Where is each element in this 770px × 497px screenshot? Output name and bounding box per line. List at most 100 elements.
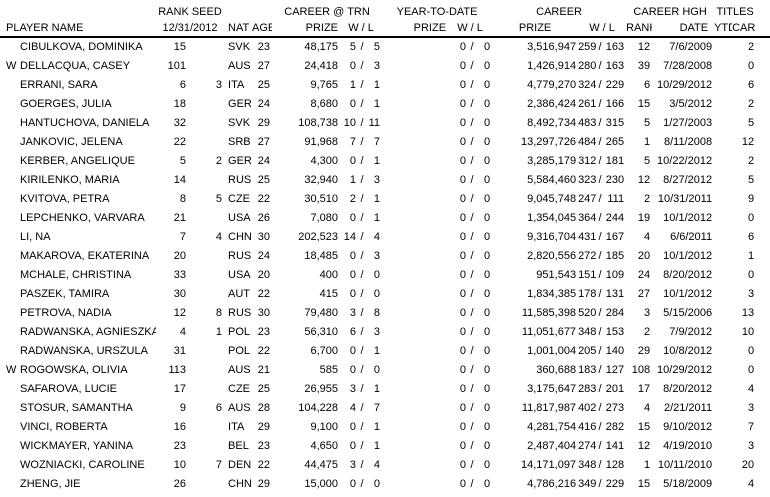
player-row[interactable]: MCHALE, CHRISTINA 33 USA 20 400 0 / 0 0 … bbox=[0, 265, 770, 284]
player-row[interactable]: CIBULKOVA, DOMINIKA 15 SVK 23 48,175 5 /… bbox=[0, 37, 770, 56]
player-name-cell: WOZNIACKI, CAROLINE bbox=[20, 458, 145, 471]
trn-prize-cell: 32,940 bbox=[304, 173, 339, 186]
trn-wl-separator: / bbox=[360, 363, 364, 376]
titles-ytd-cell bbox=[714, 474, 732, 493]
player-row[interactable]: WICKMAYER, YANINA 23 BEL 23 4,650 0 / 1 … bbox=[0, 436, 770, 455]
ytd-wins-cell: 0 bbox=[459, 230, 467, 243]
player-stats-table: RANK SEED CAREER @ TRN YEAR-TO-DATE CARE… bbox=[0, 3, 770, 493]
rank-cell: 26 bbox=[173, 477, 186, 490]
career-losses-cell: 185 bbox=[605, 249, 625, 262]
rank-cell: 30 bbox=[173, 287, 186, 300]
titles-career-cell: 3 bbox=[747, 439, 755, 452]
titles-career-cell: 12 bbox=[741, 135, 755, 148]
player-row[interactable]: MAKAROVA, EKATERINA 20 RUS 24 18,485 0 /… bbox=[0, 246, 770, 265]
ytd-wl-separator: / bbox=[470, 230, 474, 243]
trn-wl-separator: / bbox=[360, 344, 364, 357]
col-group-titles: TITLES bbox=[716, 5, 754, 18]
trn-losses-cell: 1 bbox=[373, 97, 381, 110]
career-wins-cell: 364 bbox=[578, 211, 597, 224]
player-row[interactable]: RADWANSKA, URSZULA 31 POL 22 6,700 0 / 1… bbox=[0, 341, 770, 360]
career-high-date-cell: 8/20/2012 bbox=[663, 268, 713, 281]
trn-prize-cell: 585 bbox=[319, 363, 339, 376]
ytd-wins-cell: 0 bbox=[459, 59, 467, 72]
career-losses-cell: 111 bbox=[607, 192, 625, 205]
nationality-cell: GER bbox=[228, 97, 252, 110]
player-row[interactable]: KVITOVA, PETRA 8 5 CZE 22 30,510 2 / 1 0… bbox=[0, 189, 770, 208]
wildcard-flag bbox=[0, 265, 20, 284]
trn-wl-separator: / bbox=[360, 420, 364, 433]
career-prize-cell: 2,820,556 bbox=[527, 249, 577, 262]
player-name-cell: LEPCHENKO, VARVARA bbox=[20, 211, 145, 224]
player-row[interactable]: KERBER, ANGELIQUE 5 2 GER 24 4,300 0 / 1… bbox=[0, 151, 770, 170]
nationality-cell: USA bbox=[228, 211, 251, 224]
wildcard-flag bbox=[0, 208, 20, 227]
ytd-wins-cell: 0 bbox=[459, 344, 467, 357]
career-high-rank-cell: 17 bbox=[637, 382, 651, 395]
career-wins-cell: 324 bbox=[578, 78, 597, 91]
spacer bbox=[756, 3, 770, 20]
nationality-cell: AUS bbox=[228, 363, 251, 376]
player-row[interactable]: W ROGOWSKA, OLIVIA 113 AUS 21 585 0 / 0 … bbox=[0, 360, 770, 379]
player-row[interactable]: HANTUCHOVA, DANIELA 32 SVK 29 108,738 10… bbox=[0, 113, 770, 132]
career-high-rank-cell: 4 bbox=[643, 401, 651, 414]
ytd-prize-cell bbox=[382, 360, 448, 379]
player-row[interactable]: LI, NA 7 4 CHN 30 202,523 14 / 4 0 / 0 9… bbox=[0, 227, 770, 246]
player-row[interactable]: KIRILENKO, MARIA 14 RUS 25 32,940 1 / 3 … bbox=[0, 170, 770, 189]
career-high-rank-cell: 1 bbox=[643, 135, 651, 148]
career-wl-separator: / bbox=[598, 116, 602, 129]
titles-ytd-cell bbox=[714, 37, 732, 56]
ytd-wl-separator: / bbox=[470, 287, 474, 300]
career-wl-separator: / bbox=[598, 344, 602, 357]
player-row[interactable]: JANKOVIC, JELENA 22 SRB 27 91,968 7 / 7 … bbox=[0, 132, 770, 151]
ytd-losses-cell: 0 bbox=[483, 306, 491, 319]
ytd-wins-cell: 0 bbox=[459, 211, 467, 224]
player-name-cell: DELLACQUA, CASEY bbox=[20, 59, 131, 72]
trn-wl-separator: / bbox=[360, 192, 364, 205]
career-prize-cell: 14,171,097 bbox=[521, 458, 577, 471]
player-row[interactable]: WOZNIACKI, CAROLINE 10 7 DEN 22 44,475 3… bbox=[0, 455, 770, 474]
nationality-cell: CHN bbox=[228, 230, 252, 243]
ytd-prize-cell bbox=[382, 56, 448, 75]
career-wl-separator: / bbox=[598, 192, 602, 205]
career-wins-cell: 323 bbox=[578, 173, 597, 186]
player-row[interactable]: ZHENG, JIE 26 CHN 29 15,000 0 / 0 0 / 0 … bbox=[0, 474, 770, 493]
career-wl-separator: / bbox=[598, 41, 602, 53]
titles-ytd-cell bbox=[714, 436, 732, 455]
trn-losses-cell: 1 bbox=[373, 211, 381, 224]
career-wl-separator: / bbox=[598, 477, 602, 490]
col-header-trn-wl: W / L bbox=[340, 20, 383, 38]
career-prize-cell: 4,779,270 bbox=[527, 78, 577, 91]
trn-prize-cell: 30,510 bbox=[304, 192, 339, 205]
spacer bbox=[756, 341, 770, 360]
player-row[interactable]: SAFAROVA, LUCIE 17 CZE 25 26,955 3 / 1 0… bbox=[0, 379, 770, 398]
ytd-wins-cell: 0 bbox=[459, 268, 467, 281]
rank-cell: 17 bbox=[173, 382, 186, 395]
player-row[interactable]: LEPCHENKO, VARVARA 21 USA 26 7,080 0 / 1… bbox=[0, 208, 770, 227]
career-wins-cell: 520 bbox=[578, 306, 597, 319]
rank-cell: 18 bbox=[173, 97, 186, 110]
trn-wl-separator: / bbox=[360, 477, 364, 490]
trn-wins-cell: 0 bbox=[349, 420, 357, 433]
titles-career-cell: 4 bbox=[747, 382, 755, 395]
titles-career-cell: 10 bbox=[741, 325, 755, 338]
player-row[interactable]: PASZEK, TAMIRA 30 AUT 22 415 0 / 0 0 / 0… bbox=[0, 284, 770, 303]
player-row[interactable]: W DELLACQUA, CASEY 101 AUS 27 24,418 0 /… bbox=[0, 56, 770, 75]
player-row[interactable]: ERRANI, SARA 6 3 ITA 25 9,765 1 / 1 0 / … bbox=[0, 75, 770, 94]
table-body: CIBULKOVA, DOMINIKA 15 SVK 23 48,175 5 /… bbox=[0, 37, 770, 493]
rank-cell: 101 bbox=[167, 59, 186, 72]
career-losses-cell: 166 bbox=[605, 97, 625, 110]
wildcard-flag bbox=[0, 246, 20, 265]
trn-losses-cell: 0 bbox=[373, 477, 381, 490]
player-row[interactable]: RADWANSKA, AGNIESZKA 4 1 POL 23 56,310 6… bbox=[0, 322, 770, 341]
wildcard-flag bbox=[0, 436, 20, 455]
career-prize-cell: 11,817,987 bbox=[521, 401, 577, 414]
nationality-cell: CZE bbox=[228, 192, 251, 205]
player-row[interactable]: STOSUR, SAMANTHA 9 6 AUS 28 104,228 4 / … bbox=[0, 398, 770, 417]
player-row[interactable]: PETROVA, NADIA 12 8 RUS 30 79,480 3 / 8 … bbox=[0, 303, 770, 322]
player-row[interactable]: GOERGES, JULIA 18 GER 24 8,680 0 / 1 0 /… bbox=[0, 94, 770, 113]
rank-cell: 21 bbox=[173, 211, 186, 224]
player-row[interactable]: VINCI, ROBERTA 16 ITA 29 9,100 0 / 1 0 /… bbox=[0, 417, 770, 436]
spacer bbox=[756, 436, 770, 455]
career-prize-cell: 4,281,754 bbox=[527, 420, 577, 433]
spacer bbox=[756, 265, 770, 284]
